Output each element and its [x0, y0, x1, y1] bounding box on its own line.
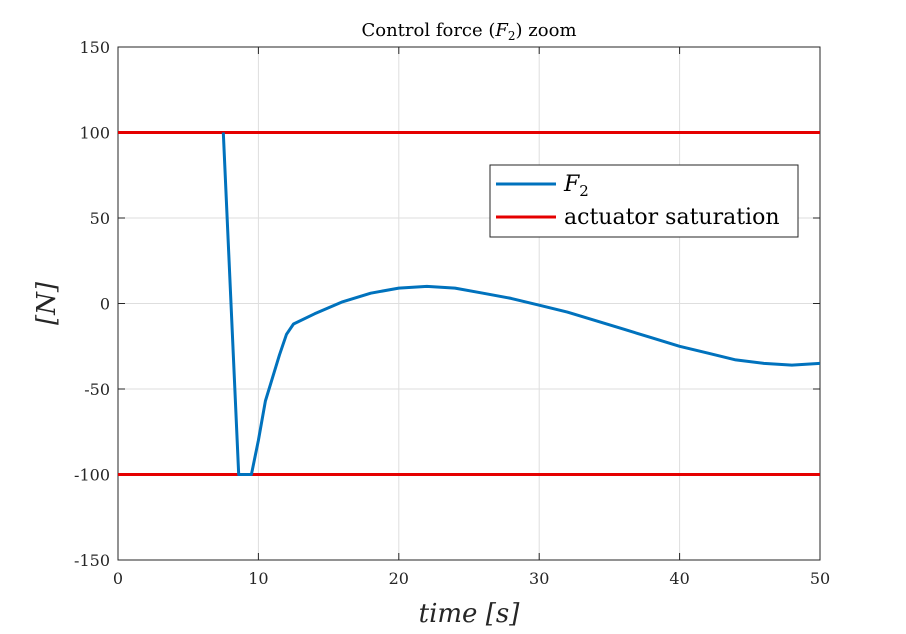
legend-entry-f2-sub: 2: [579, 182, 589, 200]
legend-entry-saturation: actuator saturation: [564, 205, 780, 230]
y-tick-label: -150: [74, 551, 110, 570]
x-tick-label: 30: [529, 569, 549, 588]
series-layer: [118, 131, 821, 476]
y-tick-label: -100: [74, 466, 110, 485]
y-tick-label: 100: [79, 124, 110, 143]
legend-box: [489, 164, 799, 238]
grid: [118, 47, 820, 560]
chart-title-sub: 2: [508, 29, 516, 43]
x-tick-label: 0: [113, 569, 123, 588]
chart-title-var: F: [494, 20, 509, 41]
series-f2-line: [221, 132, 821, 476]
y-tick-label: 50: [90, 209, 110, 228]
legend: F2 actuator saturation: [489, 164, 799, 238]
y-tick-label: 150: [79, 38, 110, 57]
chart-title-tail: ) zoom: [516, 20, 577, 41]
x-tick-label: 50: [810, 569, 830, 588]
y-tick-label: 0: [100, 295, 110, 314]
y-tick-label: -50: [84, 380, 110, 399]
x-tick-label: 10: [248, 569, 268, 588]
chart-title: Control force (F2) zoom: [361, 20, 576, 43]
y-axis: -150 -100 -50 0 50 100 150: [74, 38, 820, 570]
y-axis-label: [N]: [32, 281, 62, 325]
chart-title-main: Control force (: [361, 20, 495, 41]
legend-entry-f2-name: F: [563, 172, 580, 197]
legend-entry-f2: F2: [563, 172, 589, 200]
x-tick-label: 40: [669, 569, 689, 588]
x-axis: 0 10 20 30 40 50: [113, 47, 830, 588]
x-tick-label: 20: [389, 569, 409, 588]
x-axis-label: time [s]: [419, 599, 521, 629]
